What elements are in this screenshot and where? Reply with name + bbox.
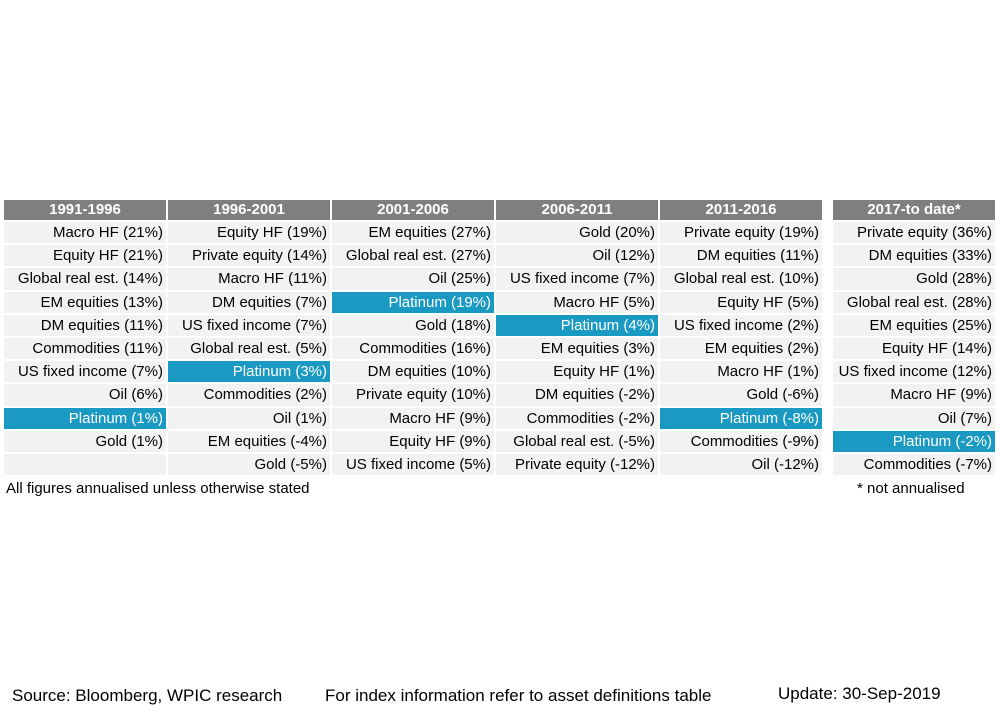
- asset-return-cell: Private equity (14%): [168, 245, 330, 267]
- asset-return-cell: Macro HF (9%): [332, 407, 494, 429]
- asset-return-cell: Private equity (-12%): [496, 453, 658, 476]
- period-column: 2006-2011 Gold (20%) Oil (12%) US fixed inc…: [496, 200, 658, 476]
- platinum-cell: Platinum (-2%): [833, 430, 995, 452]
- asset-return-cell: Commodities (-2%): [496, 407, 658, 429]
- platinum-cell: Platinum (4%): [496, 314, 658, 336]
- asset-return-cell: Commodities (16%): [332, 338, 494, 360]
- asset-return-cell: Equity HF (21%): [4, 245, 166, 267]
- asset-return-cell: US fixed income (5%): [332, 453, 494, 476]
- platinum-cell: Platinum (19%): [332, 291, 494, 313]
- asset-return-cell: US fixed income (2%): [660, 314, 822, 336]
- asset-return-cell: EM equities (2%): [660, 338, 822, 360]
- update-date: Update: 30-Sep-2019: [778, 684, 941, 703]
- asset-return-cell: Oil (1%): [168, 407, 330, 429]
- period-column: 1996-2001 Equity HF (19%) Private equity (…: [168, 200, 330, 476]
- period-column: 2001-2006 EM equities (27%) Global real es…: [332, 200, 494, 476]
- annualised-note: All figures annualised unless otherwise …: [6, 480, 310, 497]
- platinum-cell: Platinum (3%): [168, 361, 330, 383]
- source-note: Source: Bloomberg, WPIC research: [12, 686, 283, 705]
- asset-return-cell: EM equities (-4%): [168, 430, 330, 452]
- asset-return-cell: Macro HF (9%): [833, 384, 995, 406]
- asset-return-cell: Gold (-5%): [168, 453, 330, 476]
- asset-return-cell: Oil (25%): [332, 268, 494, 290]
- asset-return-cell: DM equities (33%): [833, 245, 995, 267]
- asset-return-cell: US fixed income (7%): [4, 361, 166, 383]
- asset-return-cell: US fixed income (7%): [496, 268, 658, 290]
- asset-return-cell: Equity HF (1%): [496, 361, 658, 383]
- asset-return-cell: Macro HF (1%): [660, 361, 822, 383]
- asset-return-cell: Private equity (10%): [332, 384, 494, 406]
- asset-return-cell: Equity HF (5%): [660, 291, 822, 313]
- asset-return-cell: Global real est. (27%): [332, 245, 494, 267]
- asset-return-cell: Gold (20%): [496, 222, 658, 244]
- asset-return-cell: Gold (18%): [332, 314, 494, 336]
- period-header: 2006-2011: [496, 200, 658, 220]
- asset-return-cell: EM equities (3%): [496, 338, 658, 360]
- asset-return-cell: Commodities (2%): [168, 384, 330, 406]
- asset-return-cell: Global real est. (-5%): [496, 430, 658, 452]
- platinum-cell: Platinum (1%): [4, 407, 166, 429]
- asset-return-cell: EM equities (13%): [4, 291, 166, 313]
- asset-return-cell: EM equities (27%): [332, 222, 494, 244]
- asset-return-cell: US fixed income (12%): [833, 361, 995, 383]
- asset-return-cell: Oil (12%): [496, 245, 658, 267]
- asset-return-cell: Macro HF (21%): [4, 222, 166, 244]
- asset-return-cell: Commodities (11%): [4, 338, 166, 360]
- asset-return-cell: Commodities (-7%): [833, 453, 995, 476]
- asset-return-cell: Equity HF (9%): [332, 430, 494, 452]
- asset-return-cell: Macro HF (11%): [168, 268, 330, 290]
- period-column: 1991-1996 Macro HF (21%) Equity HF (21%) Gl…: [4, 200, 166, 476]
- asset-return-cell: Macro HF (5%): [496, 291, 658, 313]
- asset-return-cell: EM equities (25%): [833, 314, 995, 336]
- index-info-note: For index information refer to asset def…: [325, 686, 712, 705]
- asset-return-cell: Gold (28%): [833, 268, 995, 290]
- period-column: 2017-to date* Private equity (36%) DM equi…: [833, 200, 995, 476]
- asset-return-cell: DM equities (11%): [4, 314, 166, 336]
- asset-return-cell: US fixed income (7%): [168, 314, 330, 336]
- asset-return-cell: Gold (1%): [4, 430, 166, 452]
- asset-return-cell: Equity HF (14%): [833, 338, 995, 360]
- asset-return-cell: Oil (7%): [833, 407, 995, 429]
- asset-return-cell: Private equity (19%): [660, 222, 822, 244]
- not-annualised-note: * not annualised: [857, 480, 965, 497]
- asset-return-cell: DM equities (-2%): [496, 384, 658, 406]
- asset-return-cell: Gold (-6%): [660, 384, 822, 406]
- period-header: 2017-to date*: [833, 200, 995, 220]
- period-header: 2011-2016: [660, 200, 822, 220]
- asset-return-cell: Global real est. (10%): [660, 268, 822, 290]
- asset-return-cell: Oil (6%): [4, 384, 166, 406]
- asset-return-cell: Global real est. (28%): [833, 291, 995, 313]
- asset-return-cell: Equity HF (19%): [168, 222, 330, 244]
- asset-return-cell: Commodities (-9%): [660, 430, 822, 452]
- period-column: 2011-2016 Private equity (19%) DM equities…: [660, 200, 822, 476]
- period-header: 2001-2006: [332, 200, 494, 220]
- asset-return-cell: [4, 453, 166, 476]
- asset-return-cell: Global real est. (14%): [4, 268, 166, 290]
- period-header: 1996-2001: [168, 200, 330, 220]
- asset-return-cell: Private equity (36%): [833, 222, 995, 244]
- asset-return-cell: Global real est. (5%): [168, 338, 330, 360]
- asset-return-cell: DM equities (10%): [332, 361, 494, 383]
- asset-return-cell: Oil (-12%): [660, 453, 822, 476]
- asset-return-cell: DM equities (7%): [168, 291, 330, 313]
- asset-return-cell: DM equities (11%): [660, 245, 822, 267]
- period-header: 1991-1996: [4, 200, 166, 220]
- platinum-cell: Platinum (-8%): [660, 407, 822, 429]
